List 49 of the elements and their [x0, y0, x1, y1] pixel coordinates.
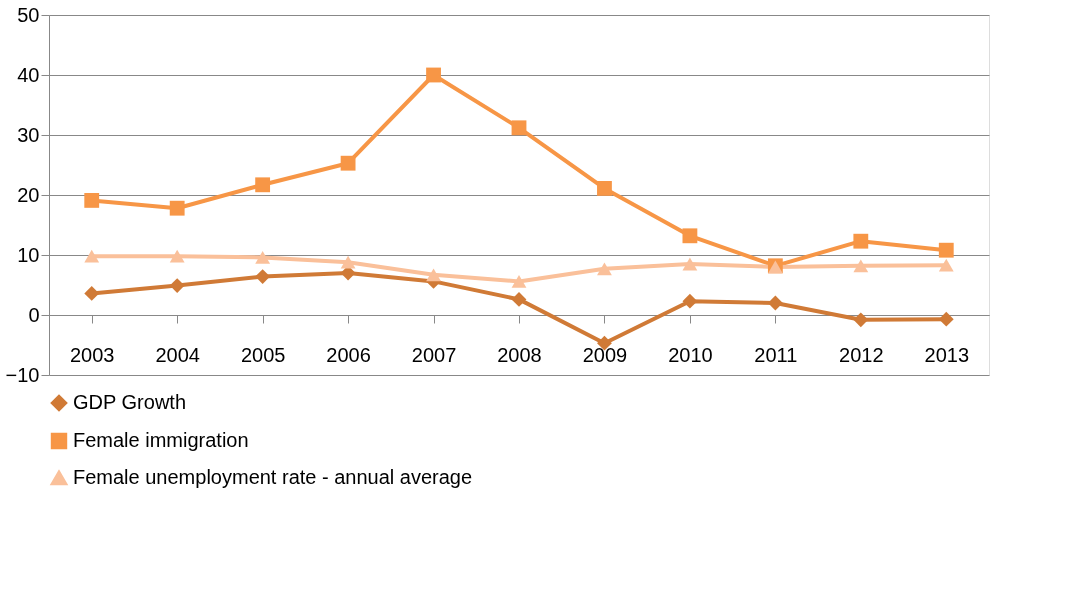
point [84, 285, 100, 301]
point [597, 180, 612, 196]
point [682, 293, 698, 309]
point [511, 291, 527, 307]
x-tick-label: 2005 [240, 343, 286, 366]
y-tick-label: −10 [5, 363, 40, 386]
x-tick-label: 2007 [411, 343, 457, 366]
y-tick-label: 20 [17, 183, 40, 206]
point [511, 274, 527, 288]
x-tick-label: 2004 [155, 343, 200, 366]
x-tick-label: 2013 [924, 343, 970, 366]
x-tick-label: 2009 [582, 343, 628, 366]
point [169, 200, 185, 216]
point [169, 278, 185, 294]
x-tick-label: 2010 [668, 343, 713, 366]
point [255, 269, 271, 285]
legend-label: GDP Growth [73, 391, 186, 413]
point [511, 120, 527, 136]
y-tick-label: 10 [17, 243, 40, 266]
point [682, 228, 698, 244]
y-tick-label: 30 [17, 123, 40, 146]
y-tick-label: 50 [17, 3, 40, 26]
x-tick-label: 2006 [326, 343, 371, 366]
point [938, 242, 954, 258]
point [853, 233, 869, 249]
x-tick-label: 2003 [69, 343, 115, 366]
point [255, 177, 271, 193]
point [255, 250, 271, 264]
x-tick-label: 2012 [839, 343, 884, 366]
point [169, 249, 185, 263]
point [682, 257, 698, 271]
x-tick-label: 2011 [754, 343, 798, 366]
point [426, 67, 441, 83]
point [340, 255, 356, 269]
point [597, 262, 612, 276]
point [426, 268, 441, 282]
y-tick-label: 40 [17, 63, 40, 86]
legend-label: Female unemployment rate - annual average [73, 466, 473, 488]
point [938, 258, 954, 272]
point [767, 295, 783, 311]
y-tick-label: 0 [28, 303, 40, 326]
point [853, 259, 869, 273]
point [340, 155, 356, 171]
point [84, 192, 100, 208]
x-tick-label: 2008 [497, 343, 542, 366]
point [938, 311, 954, 327]
legend-label: Female immigration [73, 429, 249, 451]
point [84, 249, 100, 263]
point [853, 312, 869, 328]
